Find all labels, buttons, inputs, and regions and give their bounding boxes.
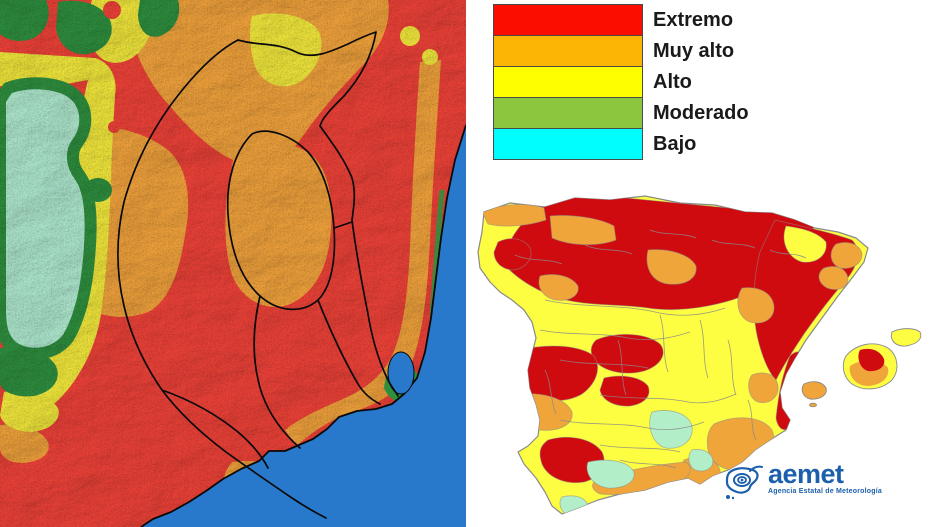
coastline [140, 124, 466, 527]
province-borders [514, 229, 807, 469]
legend-swatch-moderado [493, 97, 643, 129]
legend-label-alto: Alto [653, 71, 692, 93]
aemet-wordmark: aemet [768, 459, 844, 489]
aemet-spain-spiral-icon [725, 465, 763, 500]
legend-item-muy-alto: Muy alto [493, 35, 823, 67]
legend-swatch-extremo [493, 4, 643, 36]
legend-swatch-bajo [493, 128, 643, 160]
balearic-islands [801, 328, 922, 408]
legend-item-alto: Alto [493, 66, 823, 98]
sea [141, 125, 466, 527]
legend-item-moderado: Moderado [493, 97, 823, 129]
legend-label-extremo: Extremo [653, 9, 734, 31]
legend-item-bajo: Bajo [493, 128, 823, 160]
formentera [809, 402, 817, 408]
legend-label-moderado: Moderado [653, 102, 749, 124]
murcia-region-risk-map [0, 0, 466, 527]
aemet-logo: aemet Agencia Estatal de Meteorología [722, 461, 882, 501]
spain-risk-zones [481, 196, 863, 514]
spain-risk-map [477, 195, 922, 515]
menorca [890, 328, 922, 347]
legend-swatch-alto [493, 66, 643, 98]
aemet-subtitle: Agencia Estatal de Meteorología [768, 488, 882, 495]
region-boundaries [117, 31, 399, 519]
risk-legend: Extremo Muy alto Alto Moderado Bajo [493, 4, 823, 160]
legend-swatch-muy-alto [493, 35, 643, 67]
legend-label-muy-alto: Muy alto [653, 40, 735, 62]
legend-item-extremo: Extremo [493, 4, 823, 36]
legend-label-bajo: Bajo [653, 133, 697, 155]
mar-menor-lagoon [387, 351, 415, 395]
ibiza [801, 381, 827, 400]
